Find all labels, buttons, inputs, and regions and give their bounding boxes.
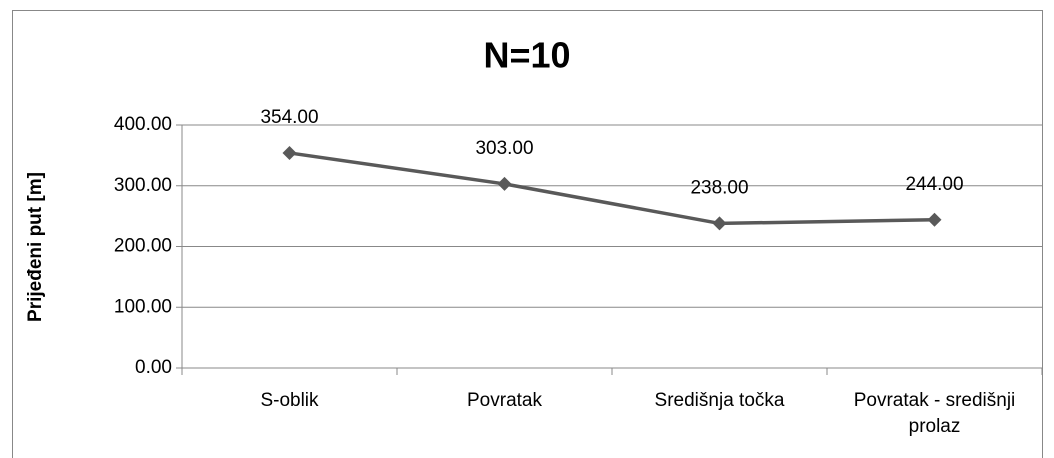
data-label: 238.00 xyxy=(690,177,748,198)
y-tick-label: 200.00 xyxy=(114,236,172,257)
y-axis-label: Prijeđeni put [m] xyxy=(25,172,46,322)
data-label: 354.00 xyxy=(260,107,318,128)
data-marker xyxy=(282,145,297,160)
data-marker xyxy=(712,216,727,231)
data-label: 303.00 xyxy=(475,138,533,159)
x-tick-label: Povratak - središnji prolaz xyxy=(853,390,1016,437)
y-tick-label: 0.00 xyxy=(135,357,172,378)
data-label: 244.00 xyxy=(905,174,963,195)
data-marker xyxy=(497,176,512,191)
x-tick-label: S-oblik xyxy=(260,390,319,411)
chart-border xyxy=(12,10,1043,458)
y-tick-label: 100.00 xyxy=(114,296,172,317)
x-tick-label: Povratak xyxy=(467,390,542,411)
x-tick-label: Središnja točka xyxy=(654,390,785,411)
series-line xyxy=(289,151,935,226)
chart-title: N=10 xyxy=(483,35,570,76)
y-tick-label: 300.00 xyxy=(114,175,172,196)
y-tick-label: 400.00 xyxy=(114,114,172,135)
data-marker xyxy=(927,212,942,227)
